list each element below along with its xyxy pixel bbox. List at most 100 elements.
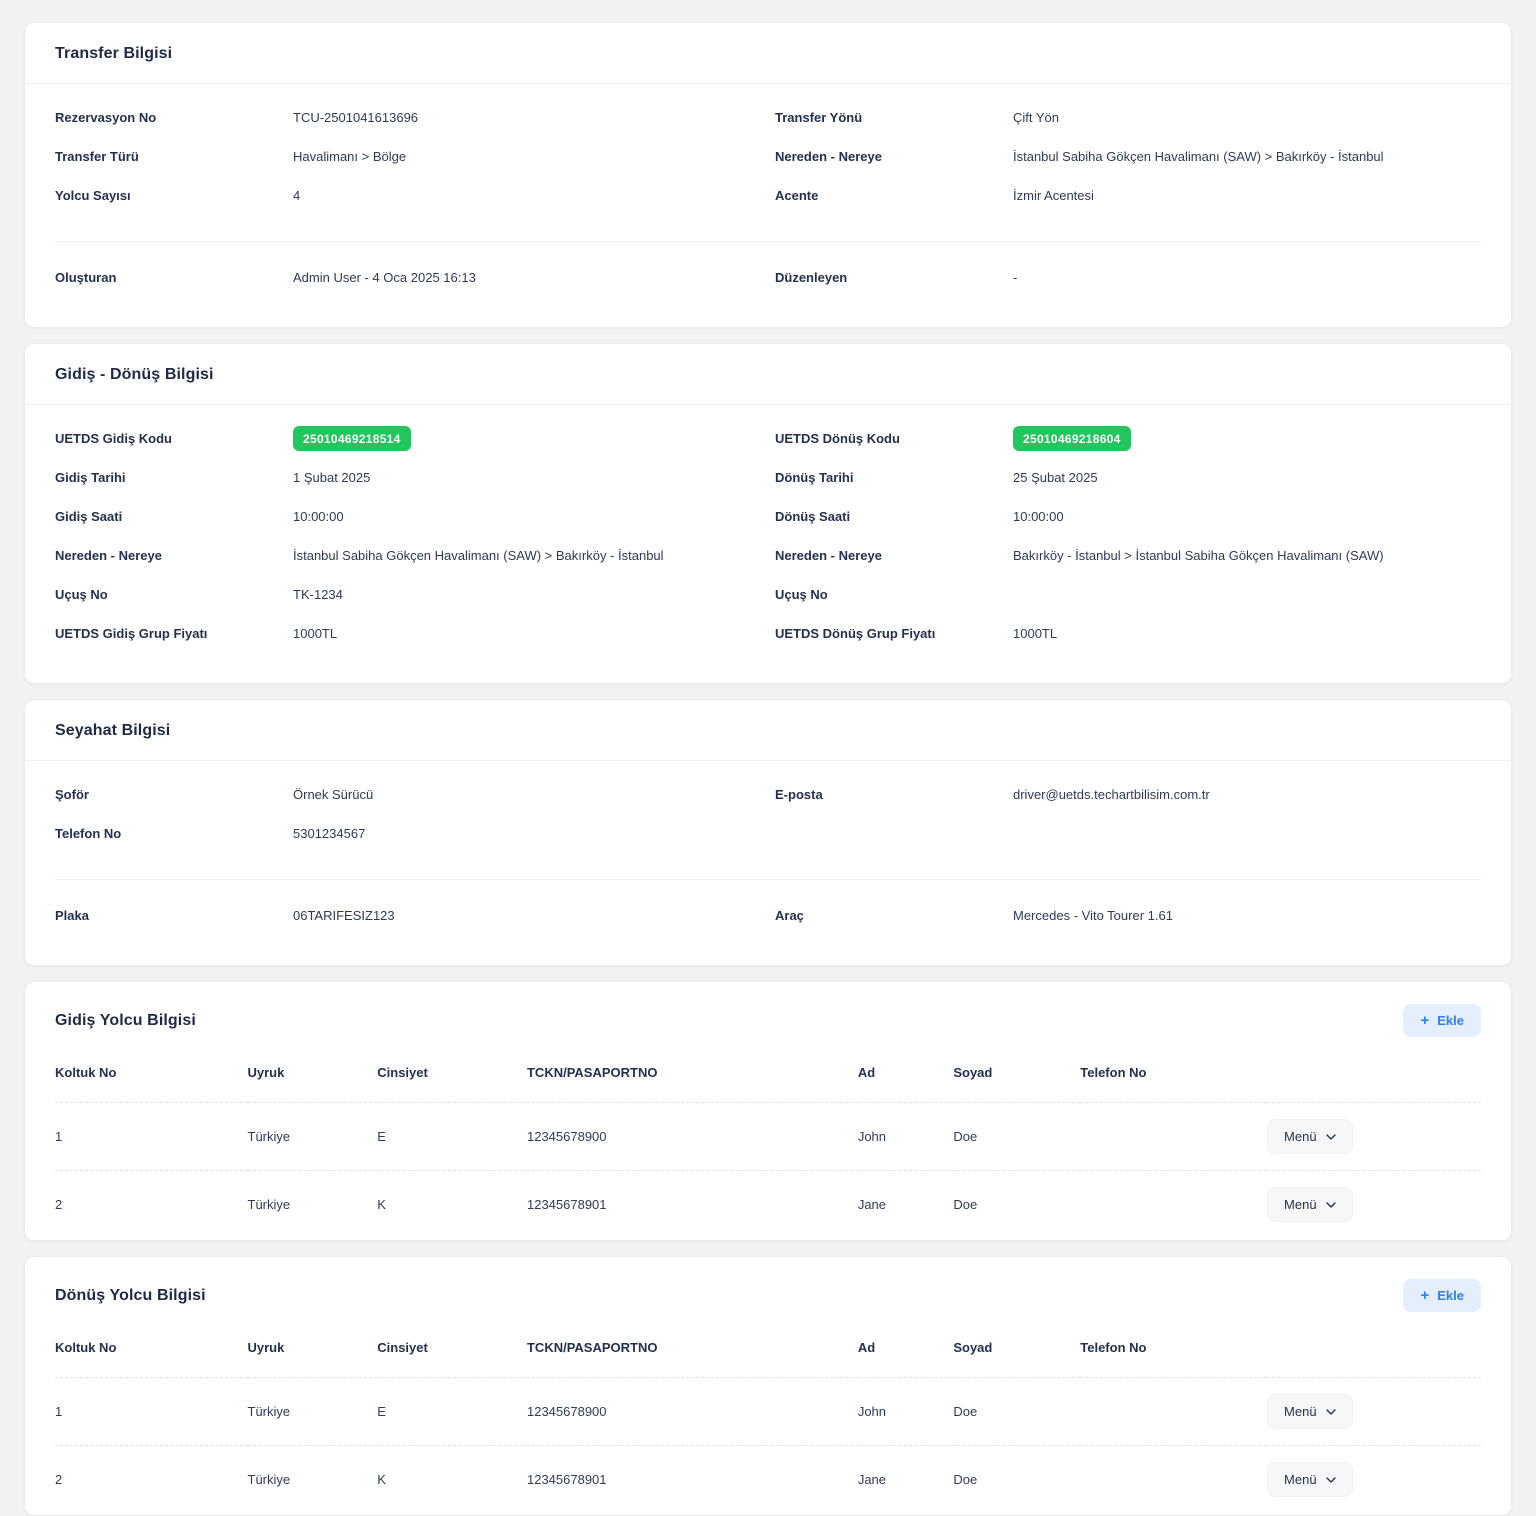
cell-last-name: Doe bbox=[953, 1377, 1081, 1446]
field-value: - bbox=[1013, 269, 1018, 285]
cell-phone bbox=[1080, 1102, 1268, 1171]
row-menu-button[interactable]: Menü bbox=[1267, 1187, 1353, 1222]
plus-icon: + bbox=[1420, 1012, 1430, 1029]
card-body: Şoför Örnek Sürücü Telefon No 5301234567… bbox=[25, 761, 1511, 965]
card-title-travel: Seyahat Bilgisi bbox=[55, 722, 171, 739]
cell-nationality: Türkiye bbox=[247, 1377, 378, 1446]
field-label: Yolcu Sayısı bbox=[55, 188, 131, 203]
field-label: Oluşturan bbox=[55, 270, 117, 285]
field-label: Acente bbox=[775, 188, 819, 203]
card-header: Seyahat Bilgisi bbox=[25, 700, 1511, 761]
field-transfer-turu: Transfer Türü Havalimanı > Bölge bbox=[55, 137, 768, 176]
column-header-gender: Cinsiyet bbox=[377, 1340, 428, 1355]
cell-id: 12345678900 bbox=[526, 1377, 858, 1446]
field-label: Gidiş Tarihi bbox=[55, 470, 126, 485]
field-donus-ucus-no: Uçuş No bbox=[775, 575, 1481, 614]
field-label: Dönüş Tarihi bbox=[775, 470, 854, 485]
field-label: Transfer Türü bbox=[55, 149, 139, 164]
field-value: Bakırköy - İstanbul > İstanbul Sabiha Gö… bbox=[1013, 547, 1384, 563]
menu-button-label: Menü bbox=[1284, 1197, 1317, 1212]
card-body: Rezervasyon No TCU-2501041613696 Transfe… bbox=[25, 84, 1511, 327]
table-row: 1 Türkiye E 12345678900 John Doe Menü bbox=[55, 1102, 1481, 1171]
cell-id: 12345678901 bbox=[526, 1170, 858, 1238]
plus-icon: + bbox=[1420, 1287, 1430, 1304]
section-divider bbox=[55, 241, 1481, 242]
field-gidis-saati: Gidiş Saati 10:00:00 bbox=[55, 497, 768, 536]
cell-actions: Menü bbox=[1267, 1170, 1481, 1238]
field-label: UETDS Gidiş Grup Fiyatı bbox=[55, 626, 208, 641]
cell-first-name: Jane bbox=[857, 1445, 954, 1513]
transfer-footer-left: Oluşturan Admin User - 4 Oca 2025 16:13 bbox=[55, 258, 768, 297]
field-value: TCU-2501041613696 bbox=[293, 109, 419, 125]
field-label: Telefon No bbox=[55, 826, 122, 841]
field-value: 10:00:00 bbox=[293, 508, 344, 524]
transfer-right-column: Transfer Yönü Çift Yön Nereden - Nereye … bbox=[768, 98, 1481, 215]
card-header: Gidiş - Dönüş Bilgisi bbox=[25, 344, 1511, 405]
cell-seat: 2 bbox=[55, 1445, 248, 1513]
field-value: İstanbul Sabiha Gökçen Havalimanı (SAW) … bbox=[1013, 148, 1384, 164]
row-menu-button[interactable]: Menü bbox=[1267, 1462, 1353, 1497]
cell-gender: E bbox=[377, 1102, 527, 1171]
field-value: Çift Yön bbox=[1013, 109, 1060, 125]
field-value: Mercedes - Vito Tourer 1.61 bbox=[1013, 907, 1173, 923]
table-header-row: Koltuk No Uyruk Cinsiyet TCKN/PASAPORTNO… bbox=[55, 1326, 1481, 1378]
departure-passengers-table: Koltuk No Uyruk Cinsiyet TCKN/PASAPORTNO… bbox=[55, 1051, 1481, 1238]
field-label: Düzenleyen bbox=[775, 270, 848, 285]
table-row: 1 Türkiye E 12345678900 John Doe Menü bbox=[55, 1377, 1481, 1446]
menu-button-label: Menü bbox=[1284, 1472, 1317, 1487]
cell-nationality: Türkiye bbox=[247, 1170, 378, 1238]
field-value: 06TARIFESIZ123 bbox=[293, 907, 395, 923]
field-value: Admin User - 4 Oca 2025 16:13 bbox=[293, 269, 476, 285]
cell-last-name: Doe bbox=[953, 1170, 1081, 1238]
travel-info-card: Seyahat Bilgisi Şoför Örnek Sürücü Telef… bbox=[24, 699, 1512, 966]
card-title-transfer: Transfer Bilgisi bbox=[55, 45, 173, 62]
chevron-down-icon bbox=[1325, 1477, 1336, 1483]
cell-id: 12345678901 bbox=[526, 1445, 858, 1513]
column-header-first-name: Ad bbox=[857, 1065, 876, 1080]
card-title-departure-passengers: Gidiş Yolcu Bilgisi bbox=[55, 1011, 196, 1029]
travel-right-column: E-posta driver@uetds.techartbilisim.com.… bbox=[768, 775, 1481, 853]
field-gidis-ucus-no: Uçuş No TK-1234 bbox=[55, 575, 768, 614]
column-header-id: TCKN/PASAPORTNO bbox=[526, 1340, 658, 1355]
add-button-label: Ekle bbox=[1437, 1288, 1464, 1303]
cell-gender: E bbox=[377, 1377, 527, 1446]
column-header-nationality: Uyruk bbox=[247, 1340, 285, 1355]
row-menu-button[interactable]: Menü bbox=[1267, 1394, 1353, 1429]
field-label: E-posta bbox=[775, 787, 823, 802]
transfer-left-column: Rezervasyon No TCU-2501041613696 Transfe… bbox=[55, 98, 768, 215]
field-label: Araç bbox=[775, 908, 804, 923]
field-value: driver@uetds.techartbilisim.com.tr bbox=[1013, 786, 1210, 802]
column-header-actions bbox=[1267, 1051, 1481, 1103]
field-arac: Araç Mercedes - Vito Tourer 1.61 bbox=[775, 896, 1481, 935]
row-menu-button[interactable]: Menü bbox=[1267, 1119, 1353, 1154]
add-departure-passenger-button[interactable]: + Ekle bbox=[1403, 1004, 1481, 1037]
departure-passengers-card: Gidiş Yolcu Bilgisi + Ekle Koltuk No Uyr… bbox=[24, 981, 1512, 1241]
column-header-phone: Telefon No bbox=[1080, 1340, 1147, 1355]
column-header-gender: Cinsiyet bbox=[377, 1065, 428, 1080]
trip-departure-column: UETDS Gidiş Kodu 25010469218514 Gidiş Ta… bbox=[55, 419, 768, 653]
column-header-nationality: Uyruk bbox=[247, 1065, 285, 1080]
add-return-passenger-button[interactable]: + Ekle bbox=[1403, 1279, 1481, 1312]
card-header: Dönüş Yolcu Bilgisi + Ekle bbox=[55, 1277, 1481, 1326]
field-label: Plaka bbox=[55, 908, 89, 923]
cell-first-name: Jane bbox=[857, 1170, 954, 1238]
field-value: 1000TL bbox=[293, 625, 338, 641]
travel-footer-right: Araç Mercedes - Vito Tourer 1.61 bbox=[768, 896, 1481, 935]
add-button-label: Ekle bbox=[1437, 1013, 1464, 1028]
field-uetds-donus-kodu: UETDS Dönüş Kodu 25010469218604 bbox=[775, 419, 1481, 458]
cell-gender: K bbox=[377, 1445, 527, 1513]
cell-nationality: Türkiye bbox=[247, 1445, 378, 1513]
field-label: Gidiş Saati bbox=[55, 509, 123, 524]
field-value: TK-1234 bbox=[293, 586, 343, 602]
cell-gender: K bbox=[377, 1170, 527, 1238]
card-title-return-passengers: Dönüş Yolcu Bilgisi bbox=[55, 1286, 206, 1304]
card-body: UETDS Gidiş Kodu 25010469218514 Gidiş Ta… bbox=[25, 405, 1511, 683]
cell-first-name: John bbox=[857, 1377, 954, 1446]
field-acente: Acente İzmir Acentesi bbox=[775, 176, 1481, 215]
field-donus-nereden-nereye: Nereden - Nereye Bakırköy - İstanbul > İ… bbox=[775, 536, 1481, 575]
field-label: UETDS Dönüş Kodu bbox=[775, 431, 900, 446]
field-transfer-yonu: Transfer Yönü Çift Yön bbox=[775, 98, 1481, 137]
column-header-seat: Koltuk No bbox=[55, 1340, 117, 1355]
cell-last-name: Doe bbox=[953, 1445, 1081, 1513]
